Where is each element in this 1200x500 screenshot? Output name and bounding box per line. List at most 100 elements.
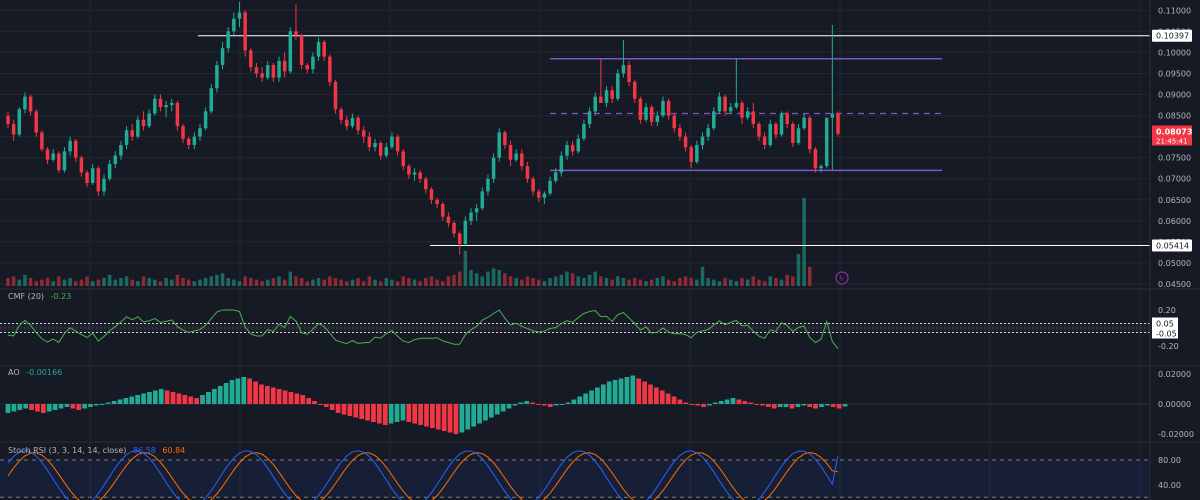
ao-bar	[347, 404, 353, 416]
ao-bar	[76, 404, 82, 410]
volume-bar	[90, 281, 95, 286]
candle-body	[237, 12, 242, 19]
ao-bar	[577, 396, 583, 404]
candle-body	[45, 149, 50, 160]
ao-bar	[105, 402, 111, 404]
volume-bar	[582, 278, 586, 286]
volume-bar	[435, 279, 439, 286]
candle-body	[621, 65, 626, 74]
candle-body	[74, 140, 78, 158]
candle-body	[762, 136, 767, 146]
volume-bar	[395, 281, 400, 286]
candle-body	[683, 136, 688, 148]
candle-body	[700, 136, 705, 146]
ao-bar	[5, 404, 11, 413]
volume-bar	[457, 271, 462, 286]
candle-body	[548, 180, 552, 194]
candle-body	[249, 50, 253, 68]
candle-body	[836, 113, 840, 134]
ao-bar	[247, 378, 253, 404]
ao-bar	[701, 404, 706, 407]
volume-bar	[441, 281, 445, 286]
cmf-label: CMF (20) -0.23	[8, 292, 71, 301]
volume-bar	[751, 276, 756, 286]
ao-bar	[488, 404, 494, 418]
candle-body	[536, 191, 541, 198]
ao-bar	[766, 404, 771, 407]
candle-body	[361, 130, 366, 137]
volume-bar	[768, 276, 772, 286]
volume-bar	[531, 278, 535, 286]
volume-bar	[808, 266, 812, 286]
volume-bar	[616, 276, 620, 286]
volume-bar	[649, 279, 654, 286]
volume-bar	[666, 279, 671, 286]
volume-bar	[367, 276, 372, 286]
volume-bar	[559, 274, 564, 286]
candle-body	[418, 172, 422, 179]
volume-bar	[373, 279, 377, 286]
candle-body	[768, 124, 772, 146]
ao-bar	[836, 404, 842, 409]
ao-bar	[365, 404, 370, 421]
candle-body	[367, 136, 372, 148]
ao-bar	[229, 380, 235, 404]
candle-body	[712, 111, 716, 129]
candle-body	[34, 111, 38, 133]
candle-body	[186, 138, 191, 146]
volume-bar	[305, 281, 310, 286]
candle-body	[649, 107, 654, 122]
volume-bar	[11, 276, 16, 286]
level-badge-label: 0.10397	[1156, 32, 1189, 41]
candle-body	[260, 73, 264, 78]
candle-body	[57, 153, 61, 171]
candle-body	[520, 153, 524, 167]
volume-bar	[361, 281, 366, 286]
volume-bar	[153, 279, 157, 286]
ao-bar	[624, 377, 630, 404]
candle-body	[198, 128, 202, 137]
ao-bar	[483, 404, 488, 421]
candle-body	[565, 145, 569, 156]
candle-body	[220, 48, 225, 66]
candle-body	[497, 132, 501, 158]
volume-bar	[119, 278, 123, 286]
candle-body	[265, 65, 270, 78]
candle-body	[6, 116, 10, 124]
volume-bar	[802, 198, 806, 286]
volume-bar	[672, 281, 677, 286]
volume-bar	[424, 278, 428, 286]
candle-body	[333, 81, 338, 110]
volume-bar	[429, 276, 434, 286]
ao-bar	[412, 404, 418, 424]
volume-bar	[186, 279, 191, 286]
cmf-badge-lower	[1152, 327, 1178, 339]
candle-body	[463, 220, 468, 244]
ao-bar	[671, 396, 677, 404]
candle-body	[102, 178, 106, 192]
candle-body	[17, 109, 22, 135]
price-tick-label: 0.10000	[1158, 48, 1191, 57]
ao-bar	[777, 404, 783, 407]
candle-body	[446, 216, 451, 223]
ao-value: -0.00166	[26, 368, 63, 377]
rsi-label: Stoch RSI (3, 3, 14, 14, close) 86.58 60…	[8, 446, 185, 455]
candle-body	[610, 90, 614, 99]
ao-bar	[41, 404, 46, 413]
candle-body	[68, 140, 72, 152]
lightning-icon	[835, 271, 849, 285]
ao-bar	[253, 381, 258, 404]
volume-bar	[542, 281, 547, 286]
volume-bar	[311, 279, 315, 286]
candle-body	[322, 41, 326, 57]
ao-bar	[689, 404, 695, 405]
ao-bar	[188, 396, 194, 404]
volume-bar	[28, 278, 33, 286]
ao-bar	[471, 404, 477, 427]
candle-body	[525, 166, 530, 179]
candle-body	[158, 98, 163, 108]
ao-bar	[82, 404, 87, 409]
volume-bar	[260, 281, 264, 286]
ao-bar	[618, 378, 624, 404]
